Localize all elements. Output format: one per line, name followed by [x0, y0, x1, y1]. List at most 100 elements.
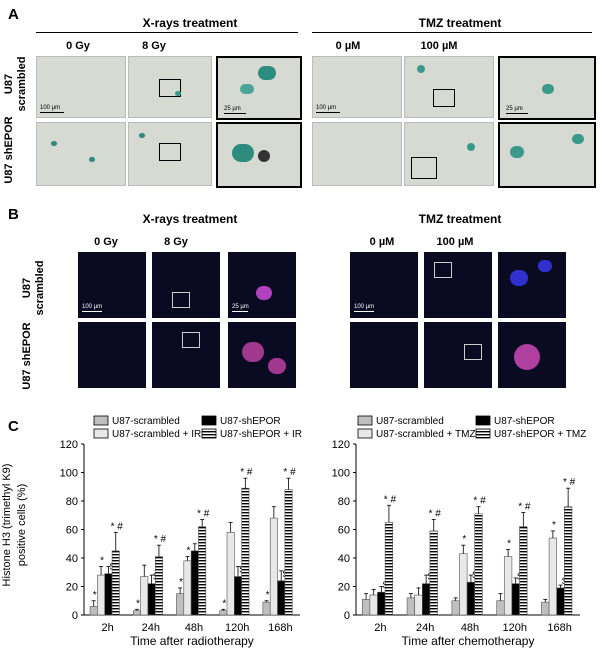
fluor-b-shepor-100um [424, 322, 492, 388]
y-tick-label: 60 [338, 525, 350, 537]
stain-spot [510, 146, 524, 158]
y-tick-label: 0 [344, 610, 350, 622]
legend-swatch [93, 428, 109, 439]
bar [541, 601, 550, 616]
legend-swatch [201, 428, 217, 439]
panel-b-row-shepor: U87 shEPOR [21, 322, 33, 390]
bar [451, 600, 460, 616]
scale-label: 100 µm [82, 304, 103, 310]
scale-label: 25 µm [224, 106, 241, 112]
nucleus-spot [514, 344, 540, 370]
y-tick-label: 40 [338, 553, 350, 565]
bar [262, 601, 271, 616]
legend-label: U87-shEPOR [220, 416, 281, 427]
legend-label: U87-shEPOR + TMZ [494, 429, 586, 440]
panel-b-col-8gy: 8 Gy [164, 236, 188, 248]
bar [361, 599, 371, 616]
bar [234, 576, 242, 616]
stain-spot [417, 65, 425, 73]
x-tick-label: 2h [374, 622, 386, 634]
significance-mark: * [93, 590, 97, 601]
stain-spot [232, 144, 254, 162]
fluor-b-scr-8gy [152, 252, 220, 318]
fluor-b-scr-100um-zoom [498, 252, 566, 318]
bar [132, 610, 141, 616]
legend-swatch [93, 415, 109, 426]
panel-c-charts: 0 20 40 60 80 100 120 U87-scrambled U87-shEPOR U8… [60, 415, 586, 648]
nucleus-spot [242, 342, 264, 362]
nucleus-spot [256, 286, 272, 300]
bar [89, 606, 98, 616]
significance-mark: * [266, 590, 270, 601]
scale-bar [354, 311, 374, 312]
zoom-box [182, 332, 200, 348]
significance-mark: * # [111, 521, 124, 532]
bar [140, 576, 149, 616]
bar [111, 550, 120, 616]
y-tick-label: 60 [66, 525, 78, 537]
y-tick-label: 100 [60, 468, 78, 480]
micrograph-a-scr-100um [404, 56, 494, 118]
legend-swatch [475, 428, 491, 439]
nucleus-spot [510, 270, 528, 286]
scale-bar [506, 113, 528, 114]
bar [414, 594, 423, 616]
x-tick-label: 48h [461, 622, 479, 634]
bar [474, 513, 483, 616]
panel-b-col-0um: 0 µM [369, 236, 395, 248]
x-tick-label: 168h [268, 622, 292, 634]
y-tick-label: 80 [338, 496, 350, 508]
zoom-box [411, 157, 437, 179]
y-tick-label: 120 [332, 439, 350, 451]
legend-label: U87-scrambled [376, 416, 444, 427]
micrograph-a-scr-8gy [128, 56, 212, 118]
bar [147, 583, 156, 616]
legend-swatch [201, 415, 217, 426]
micrograph-a-shepor-0um [312, 122, 402, 186]
scale-label: 100 µm [316, 105, 337, 111]
bar [556, 587, 565, 616]
zoom-box [172, 292, 190, 308]
panel-a-col-100um: 100 µM [420, 40, 458, 52]
panel-b-xray-title: X-rays treatment [142, 212, 238, 226]
panel-b-col-0gy: 0 Gy [94, 236, 118, 248]
panel-b-tmz-title: TMZ treatment [418, 212, 502, 226]
micrograph-a-shepor-0gy [36, 122, 126, 186]
significance-mark: * # [473, 496, 486, 507]
panel-a-tmz-rule [312, 32, 592, 33]
scale-label: 25 µm [506, 106, 523, 112]
bar [277, 580, 286, 616]
bar [104, 573, 113, 616]
panel-a-col-0gy: 0 Gy [66, 40, 90, 52]
significance-mark: * [552, 520, 556, 531]
panel-b-label: B [8, 206, 19, 223]
bar [190, 550, 199, 616]
micrograph-a-scr-0um: 100 µm [312, 56, 402, 118]
legend-swatch [357, 415, 373, 426]
fluor-b-scr-8gy-zoom: 25 µm [228, 252, 296, 318]
panel-a-col-8gy: 8 Gy [142, 40, 166, 52]
significance-mark: * # [429, 509, 442, 520]
fluor-b-scr-0um: 100 µm [350, 252, 418, 318]
significance-mark: * [179, 577, 183, 588]
significance-mark: * # [197, 509, 210, 520]
bar [154, 556, 163, 616]
panel-a-xray-title: X-rays treatment [142, 16, 238, 30]
bar [284, 489, 293, 616]
fluor-b-shepor-0um [350, 322, 418, 388]
y-tick-label: 20 [66, 582, 78, 594]
scale-label: 25 µm [232, 304, 249, 310]
stain-spot [467, 143, 475, 151]
zoom-box [433, 89, 455, 107]
panel-a-xray-rule [36, 32, 298, 33]
legend-label: U87-shEPOR + IR [220, 429, 302, 440]
micrograph-a-shepor-8gy [128, 122, 212, 186]
bar [183, 560, 192, 616]
stain-spot [572, 134, 584, 144]
bar [198, 526, 207, 616]
bar [406, 597, 415, 616]
significance-mark: * # [154, 534, 167, 545]
zoom-box [464, 344, 482, 360]
y-tick-label: 80 [66, 496, 78, 508]
y-tick-label: 100 [332, 468, 350, 480]
